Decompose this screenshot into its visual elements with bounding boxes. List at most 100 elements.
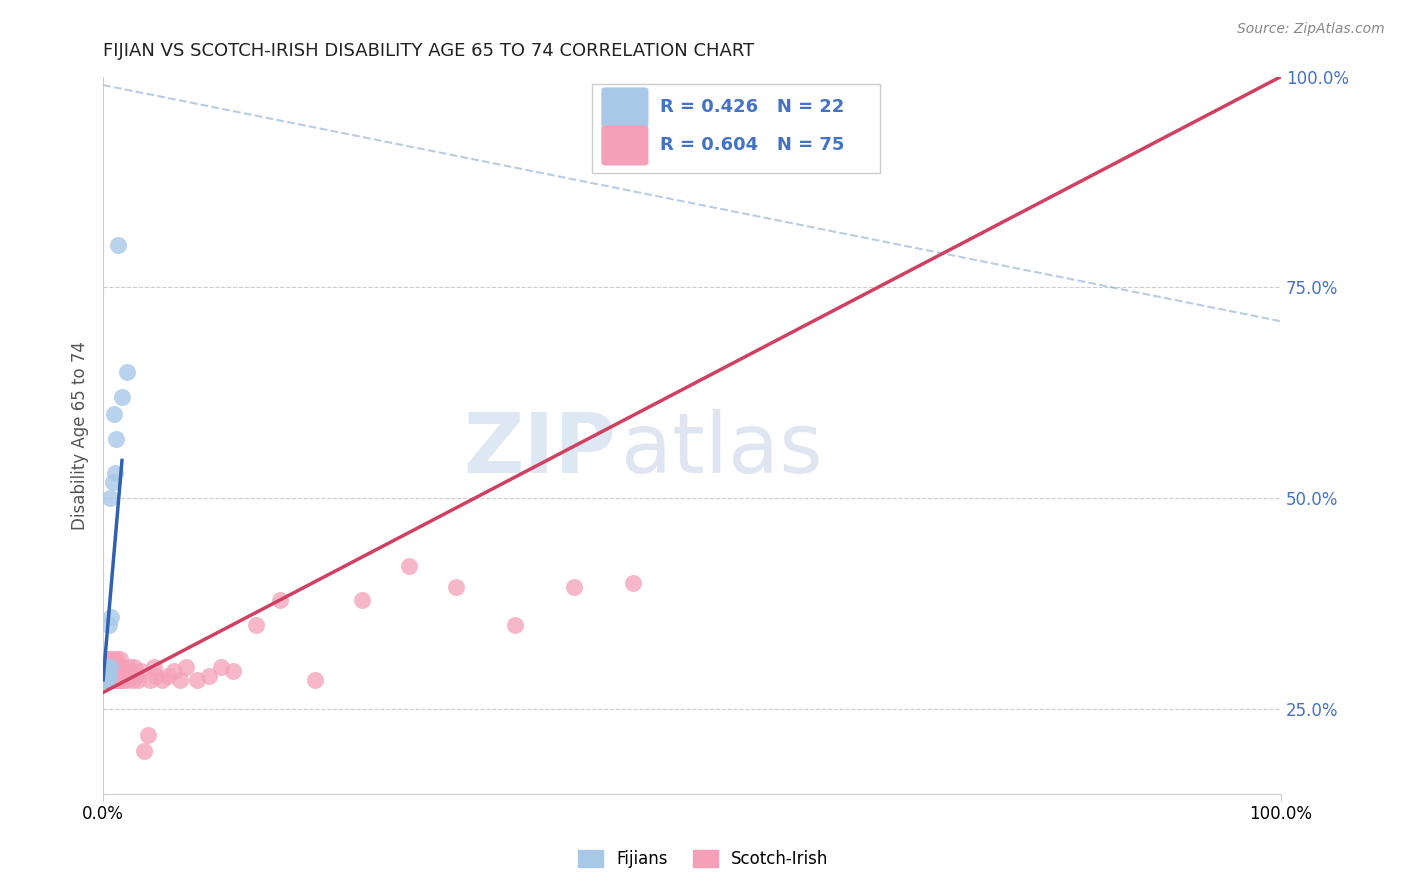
Point <box>98 668 121 682</box>
Point <box>100 673 122 687</box>
Point <box>105 660 128 674</box>
Point <box>156 668 179 682</box>
Point <box>97 660 120 674</box>
Point <box>94 673 117 687</box>
Point <box>93 673 115 687</box>
Point <box>142 660 165 674</box>
Y-axis label: Disability Age 65 to 74: Disability Age 65 to 74 <box>72 341 89 530</box>
Point <box>245 618 267 632</box>
Text: atlas: atlas <box>621 409 823 490</box>
Point <box>104 466 127 480</box>
Point <box>114 665 136 679</box>
Point <box>105 433 128 447</box>
Text: Source: ZipAtlas.com: Source: ZipAtlas.com <box>1237 22 1385 37</box>
Point <box>269 592 291 607</box>
Point <box>446 580 468 594</box>
Point <box>163 665 186 679</box>
Point <box>111 390 134 404</box>
Point <box>174 660 197 674</box>
Point <box>98 673 121 687</box>
Text: ZIP: ZIP <box>463 409 616 490</box>
Point <box>352 592 374 607</box>
Point <box>96 660 118 674</box>
Point <box>97 668 120 682</box>
Point <box>112 673 135 687</box>
Point <box>93 673 115 687</box>
Point <box>186 673 208 687</box>
Point <box>97 660 120 674</box>
Point <box>94 660 117 674</box>
Point <box>101 651 124 665</box>
Point <box>96 673 118 687</box>
Text: R = 0.426   N = 22: R = 0.426 N = 22 <box>661 98 845 117</box>
Point <box>94 668 117 682</box>
Point <box>98 660 121 674</box>
Point <box>105 651 128 665</box>
Point <box>198 668 221 682</box>
Point <box>111 673 134 687</box>
Point <box>108 668 131 682</box>
Point <box>94 673 117 687</box>
FancyBboxPatch shape <box>602 126 648 166</box>
Point <box>150 673 173 687</box>
Point <box>98 665 121 679</box>
Point <box>103 660 125 674</box>
Point <box>104 660 127 674</box>
Point <box>98 660 121 674</box>
Point <box>120 665 142 679</box>
Point <box>100 660 122 674</box>
Point <box>110 660 132 674</box>
Point <box>96 673 118 687</box>
Point <box>98 491 121 506</box>
Point <box>93 673 115 687</box>
Point <box>93 668 115 682</box>
Point <box>94 668 117 682</box>
Point <box>562 580 585 594</box>
Point <box>304 673 326 687</box>
Point <box>98 668 121 682</box>
Point <box>98 673 121 687</box>
Point <box>96 668 118 682</box>
Point <box>115 365 138 379</box>
Point <box>105 673 128 687</box>
Point <box>121 673 143 687</box>
Point <box>101 668 124 682</box>
Point <box>107 238 129 252</box>
Point <box>209 660 232 674</box>
Point <box>100 609 122 624</box>
Point <box>94 660 117 674</box>
Point <box>125 668 148 682</box>
Point <box>110 673 132 687</box>
Point <box>98 618 121 632</box>
Point <box>127 673 149 687</box>
Point <box>122 660 145 674</box>
Point <box>97 668 120 682</box>
Legend: Fijians, Scotch-Irish: Fijians, Scotch-Irish <box>571 843 835 875</box>
Point <box>93 668 115 682</box>
Point <box>101 475 124 489</box>
Point <box>96 651 118 665</box>
Point <box>117 668 139 682</box>
Point <box>129 665 152 679</box>
Point <box>103 407 125 421</box>
Point <box>101 673 124 687</box>
Point <box>621 575 644 590</box>
Point <box>103 673 125 687</box>
Point <box>105 673 128 687</box>
Text: FIJIAN VS SCOTCH-IRISH DISABILITY AGE 65 TO 74 CORRELATION CHART: FIJIAN VS SCOTCH-IRISH DISABILITY AGE 65… <box>103 42 755 60</box>
Point <box>169 673 191 687</box>
Point <box>104 673 127 687</box>
Point <box>93 673 115 687</box>
Point <box>107 673 129 687</box>
Point <box>97 673 120 687</box>
Point <box>398 558 420 573</box>
Point <box>134 744 156 758</box>
Point <box>118 660 141 674</box>
Point <box>94 673 117 687</box>
Point <box>115 673 138 687</box>
Text: R = 0.604   N = 75: R = 0.604 N = 75 <box>661 136 845 154</box>
Point <box>108 651 131 665</box>
Point <box>505 618 527 632</box>
Point <box>98 651 121 665</box>
Point <box>93 673 115 687</box>
